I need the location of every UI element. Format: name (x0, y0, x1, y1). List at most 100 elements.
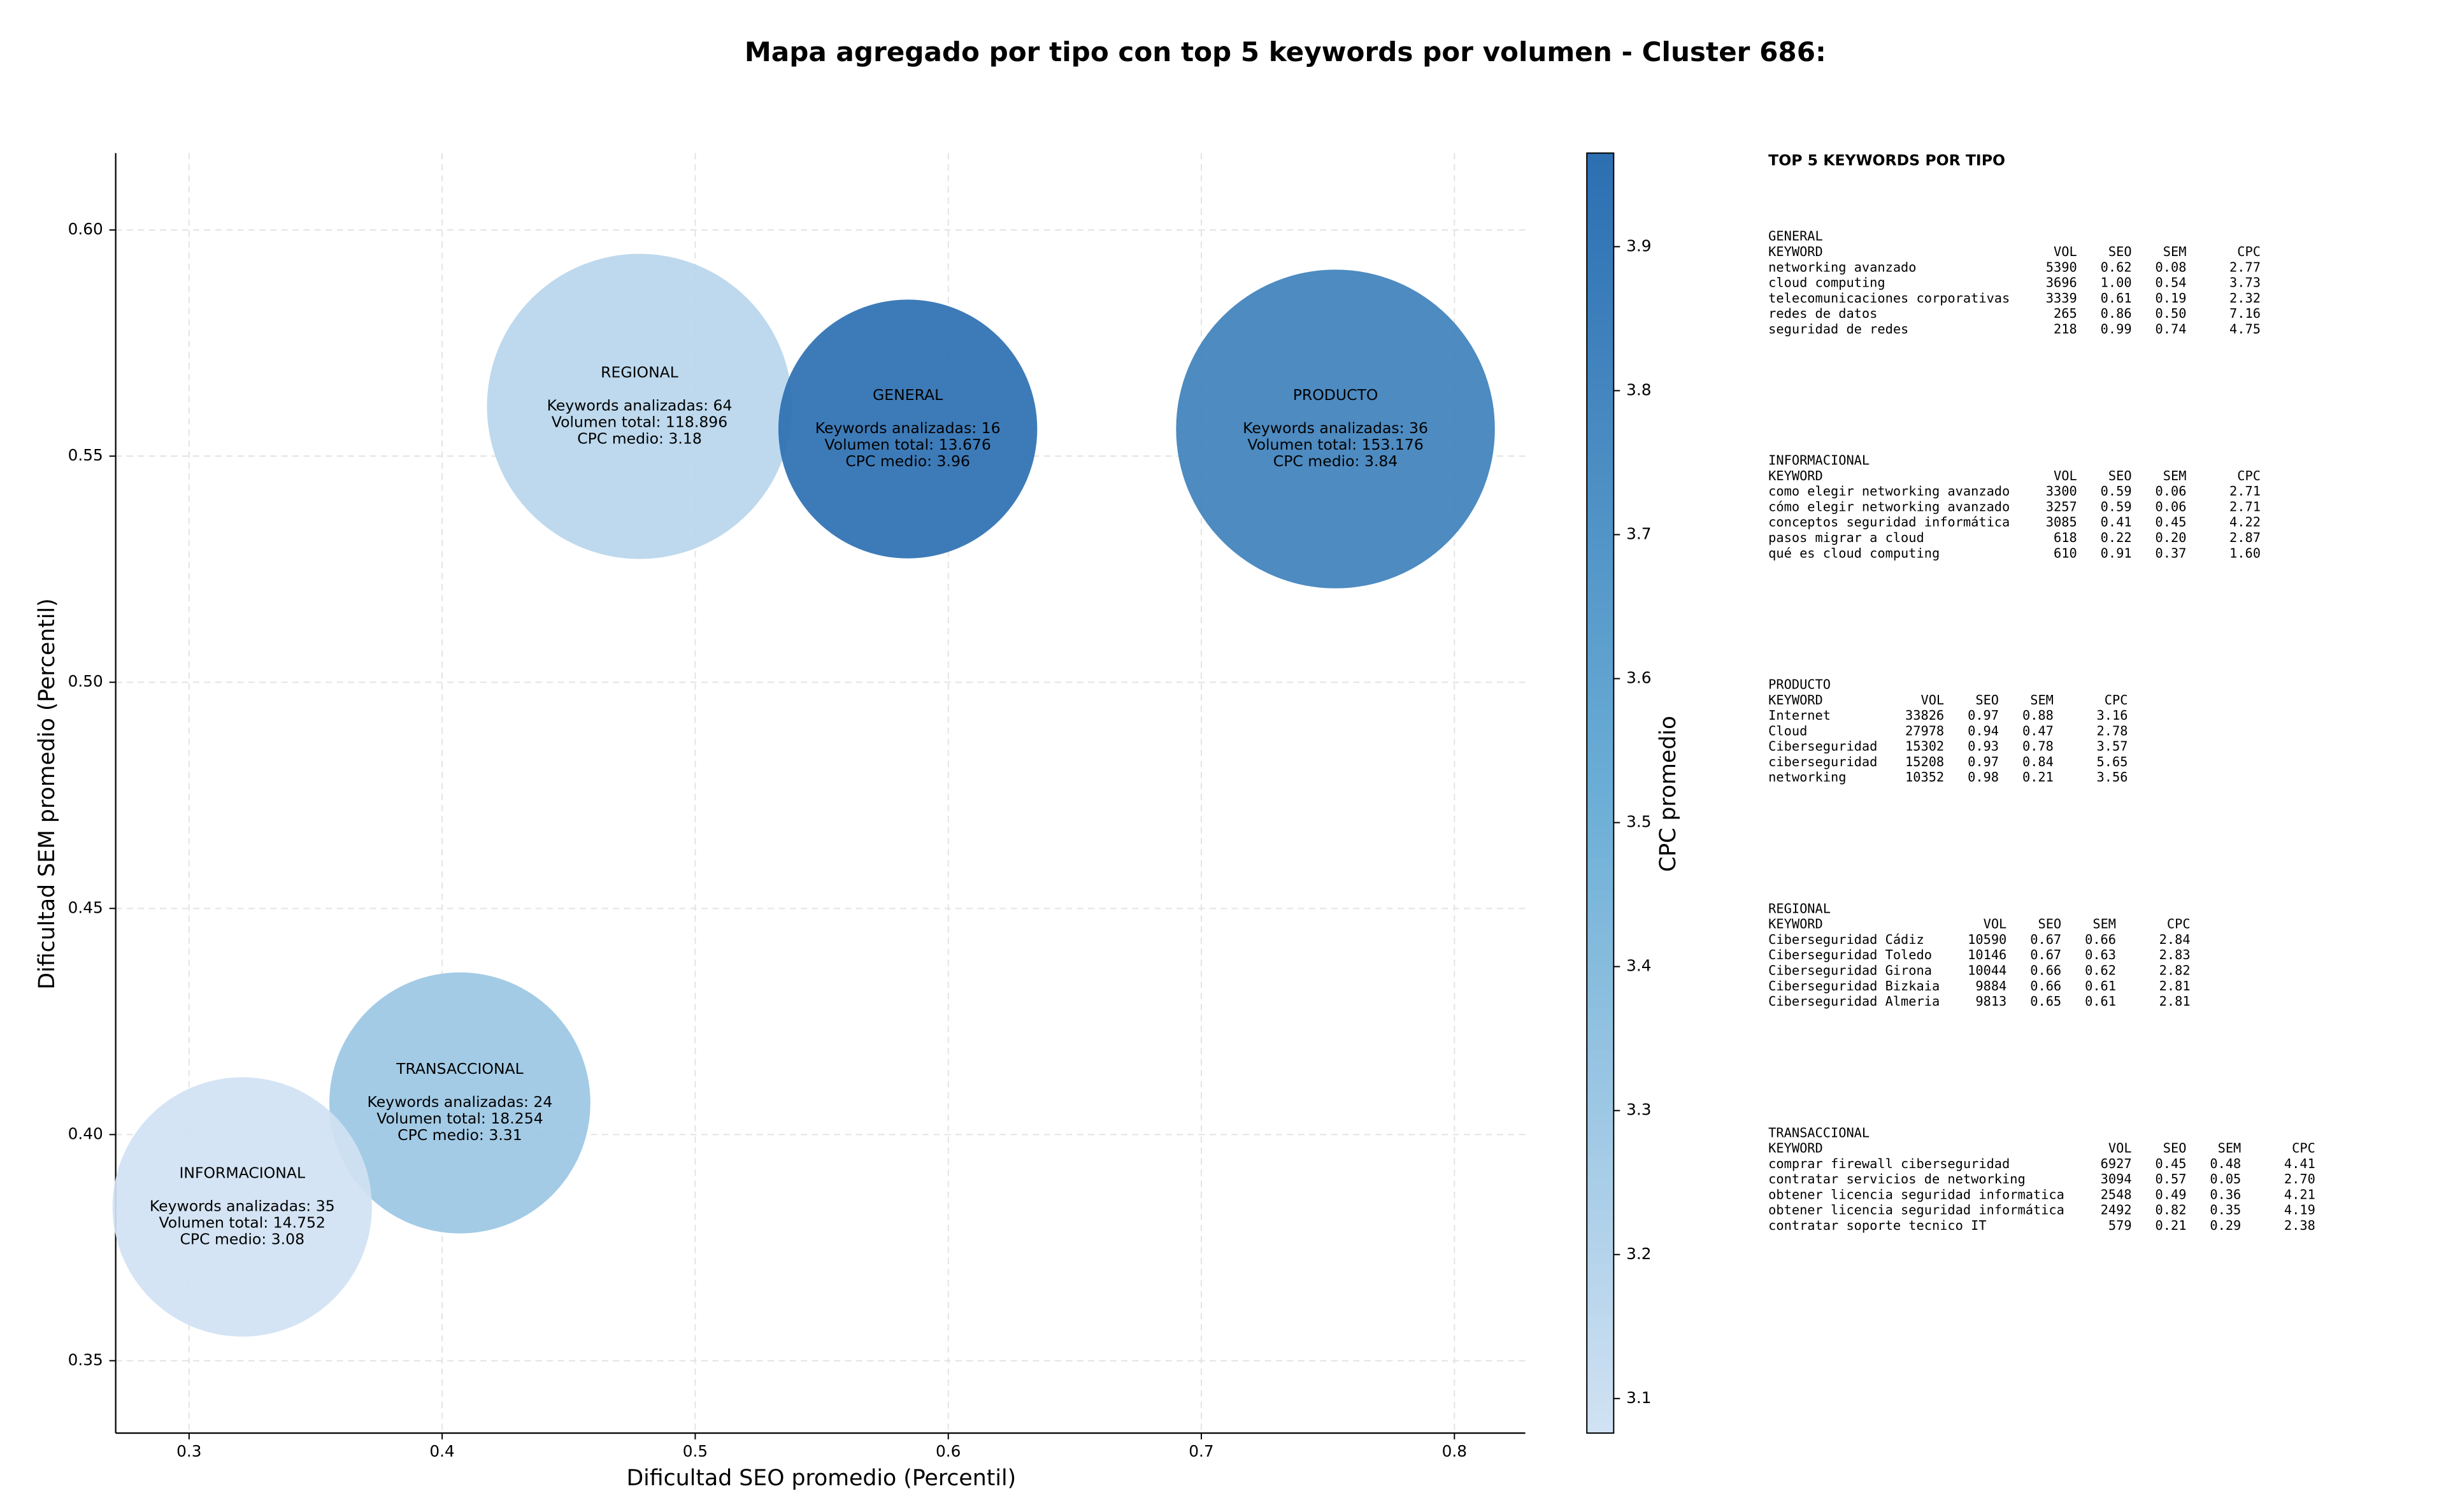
colorbar-tick-label: 3.5 (1626, 813, 1651, 831)
table-cell: 5390 (2046, 259, 2077, 275)
colorbar-segment (1587, 1145, 1614, 1157)
bubble-label: Keywords analizadas: 64 (547, 397, 733, 415)
colorbar-segment (1587, 313, 1614, 325)
colorbar-segment (1587, 1390, 1614, 1402)
colorbar-segment (1587, 398, 1614, 410)
colorbar-segment (1587, 1198, 1614, 1210)
table-cell: 5.65 (2097, 754, 2128, 769)
colorbar-segment (1587, 836, 1614, 848)
table-header: SEO (2108, 244, 2132, 259)
table-cell: 2548 (2101, 1187, 2132, 1202)
colorbar-segment (1587, 1326, 1614, 1338)
table-cell: qué es cloud computing (1768, 545, 1940, 560)
table-cell: 2.70 (2284, 1171, 2315, 1187)
colorbar-segment (1587, 622, 1614, 634)
table-cell: 0.37 (2156, 545, 2187, 560)
table-header: CPC (2167, 916, 2191, 932)
table-cell: 0.97 (1968, 708, 1999, 723)
colorbar-segment (1587, 483, 1614, 496)
table-cell: 0.67 (2030, 947, 2061, 962)
table-header: KEYWORD (1768, 916, 1823, 932)
bubble-label: CPC medio: 3.31 (397, 1126, 522, 1144)
colorbar-segment (1587, 857, 1614, 869)
table-cell: Ciberseguridad Bizkaia (1768, 978, 1940, 994)
colorbar-segment (1587, 633, 1614, 645)
colorbar-segment (1587, 686, 1614, 698)
table-cell: 0.59 (2101, 499, 2132, 514)
table-cell: 33826 (1905, 708, 1944, 723)
colorbar-label: CPC promedio (1656, 716, 1681, 872)
colorbar-segment (1587, 1070, 1614, 1082)
colorbar-segment (1587, 1059, 1614, 1071)
colorbar-segment (1587, 1134, 1614, 1146)
colorbar-segment (1587, 430, 1614, 442)
colorbar-segment (1587, 409, 1614, 421)
table-cell: 2.78 (2097, 723, 2128, 738)
bubble-label: Volumen total: 13.676 (824, 436, 991, 453)
colorbar-segment (1587, 1049, 1614, 1061)
table-cell: 3300 (2046, 483, 2077, 499)
table-cell: 265 (2054, 306, 2077, 321)
table-cell: 0.20 (2156, 530, 2187, 545)
colorbar-segment (1587, 292, 1614, 304)
colorbar-segment (1587, 505, 1614, 517)
y-tick-label: 0.40 (68, 1124, 103, 1143)
bubble (487, 253, 792, 559)
colorbar-segment (1587, 964, 1614, 976)
x-axis-label: Dificultad SEO promedio (Percentil) (626, 1466, 1016, 1491)
colorbar-tick-label: 3.4 (1626, 957, 1651, 975)
table-cell: 0.41 (2101, 515, 2132, 530)
colorbar-segment (1587, 324, 1614, 336)
colorbar-segment (1587, 1123, 1614, 1136)
table-cell: como elegir networking avanzado (1768, 483, 2010, 499)
colorbar-segment (1587, 249, 1614, 261)
bubble-label: Keywords analizadas: 24 (368, 1093, 553, 1111)
colorbar-segment (1587, 910, 1614, 922)
colorbar-segment (1587, 888, 1614, 901)
table-cell: obtener licencia seguridad informática (1768, 1202, 2064, 1218)
bubble-name: PRODUCTO (1293, 386, 1378, 404)
colorbar-segment (1587, 1113, 1614, 1125)
bubble-label: CPC medio: 3.18 (577, 430, 702, 448)
block-name: REGIONAL (1768, 901, 1831, 916)
table-header: SEM (2218, 1141, 2242, 1156)
colorbar-segment (1587, 995, 1614, 1008)
table-cell: 0.21 (2156, 1218, 2187, 1233)
colorbar-segment (1587, 452, 1614, 464)
table-cell: 0.74 (2156, 321, 2187, 336)
table-cell: 0.45 (2156, 515, 2187, 530)
colorbar-segment (1587, 867, 1614, 880)
colorbar-segment (1587, 1092, 1614, 1104)
bubble-label: CPC medio: 3.08 (180, 1230, 304, 1248)
table-header: SEM (2163, 244, 2187, 259)
y-tick-label: 0.45 (68, 898, 103, 916)
table-header: VOL (2054, 244, 2077, 259)
colorbar-segment (1587, 921, 1614, 933)
table-cell: 579 (2108, 1218, 2132, 1233)
table-cell: 0.62 (2101, 259, 2132, 275)
colorbar-segment (1587, 718, 1614, 730)
colorbar-segment (1587, 985, 1614, 997)
table-cell: 1.00 (2101, 275, 2132, 290)
colorbar-segment (1587, 366, 1614, 378)
x-tick-label: 0.8 (1442, 1442, 1467, 1460)
colorbar-segment (1587, 1252, 1614, 1264)
y-tick-label: 0.35 (68, 1350, 103, 1369)
y-axis-label: Dificultad SEM promedio (Percentil) (34, 598, 60, 989)
y-tick-label: 0.55 (68, 446, 103, 464)
table-cell: 9813 (1975, 994, 2006, 1009)
colorbar-segment (1587, 196, 1614, 208)
colorbar-segment (1587, 515, 1614, 527)
colorbar-segment (1587, 803, 1614, 815)
bubble-label: Keywords analizadas: 36 (1243, 419, 1428, 437)
colorbar-segment (1587, 825, 1614, 837)
table-cell: 2.83 (2159, 947, 2191, 962)
panel-title: TOP 5 KEYWORDS POR TIPO (1768, 151, 2005, 169)
table-cell: 0.63 (2085, 947, 2116, 962)
colorbar-segment (1587, 153, 1614, 165)
colorbar-segment (1587, 548, 1614, 560)
table-header: SEO (2163, 1141, 2187, 1156)
table-cell: 2.38 (2284, 1218, 2315, 1233)
